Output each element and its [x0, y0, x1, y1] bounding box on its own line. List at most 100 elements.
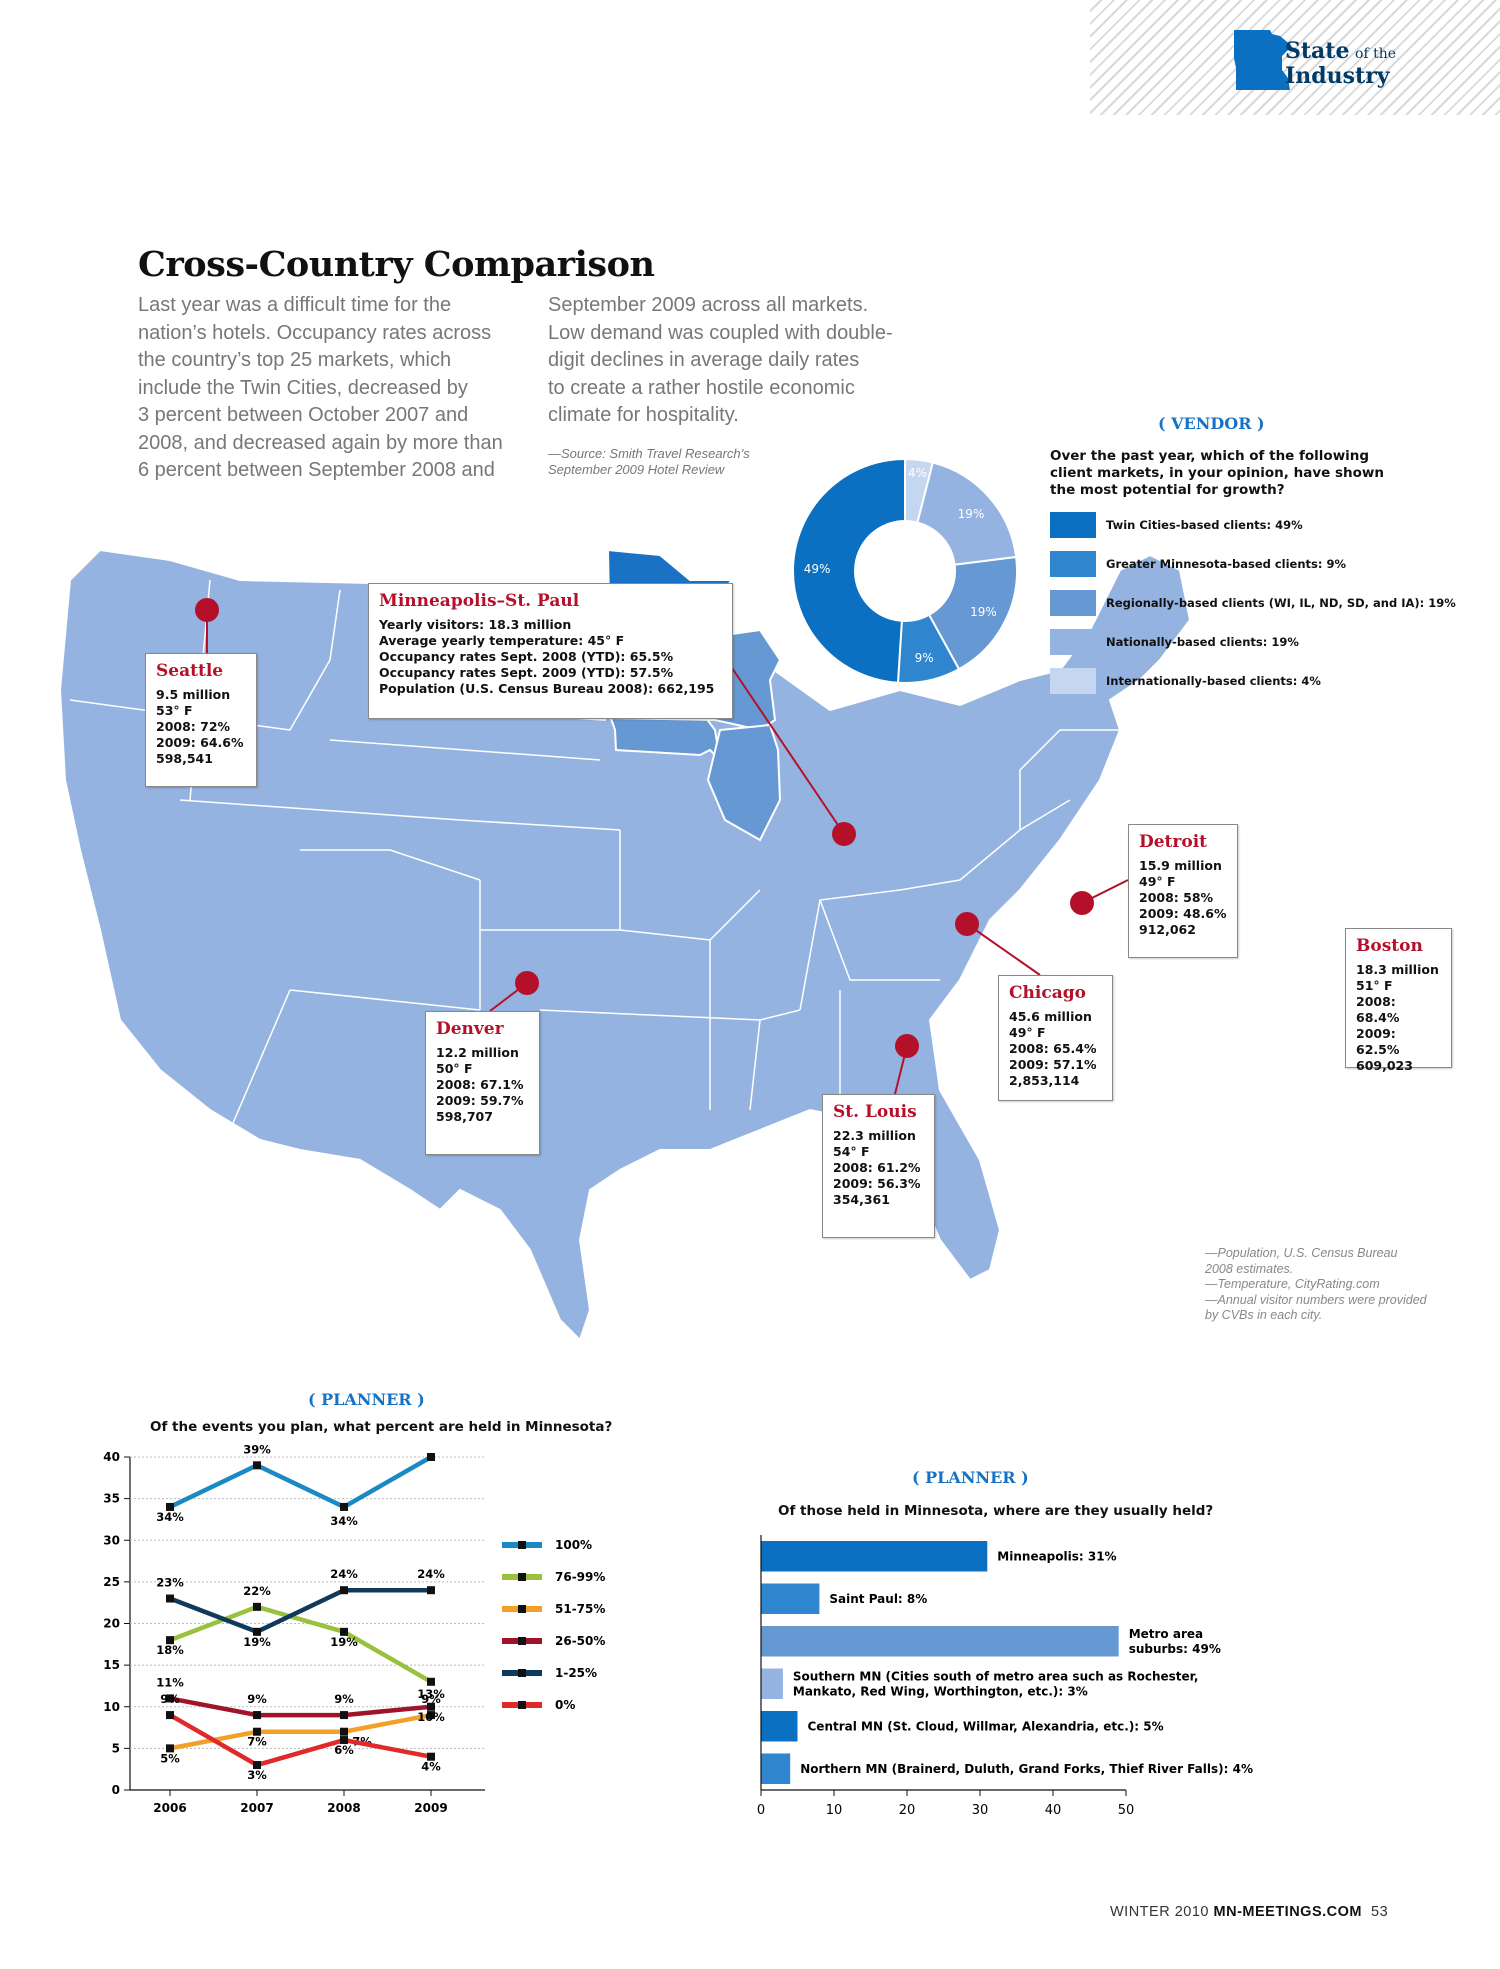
line-data-label: 23% [156, 1576, 184, 1590]
line-point [427, 1677, 435, 1686]
y-tick-label: 25 [103, 1575, 120, 1589]
line-point [340, 1711, 348, 1720]
line-point [166, 1694, 174, 1703]
city-stat: 2009: 64.6% [156, 735, 244, 750]
map-note-line: —Population, U.S. Census Bureau [1205, 1246, 1398, 1260]
city-name: Chicago [1009, 983, 1086, 1003]
city-stat: 912,062 [1139, 922, 1196, 937]
map-note-line: 2008 estimates. [1205, 1261, 1294, 1276]
x-tick-label: 10 [826, 1803, 843, 1818]
bar-0 [761, 1541, 988, 1572]
vendor-tag: ( VENDOR ) [1158, 414, 1265, 433]
donut-legend-item: Regionally-based clients (WI, IL, ND, SD… [1050, 590, 1456, 618]
line-series-1 [169, 1604, 433, 1684]
line-point [340, 1586, 348, 1595]
section-logo: State of the Industry [1285, 40, 1396, 87]
legend-label: Greater Minnesota-based clients: 9% [1106, 557, 1347, 571]
minnesota-location-bar-chart: Minneapolis: 31% Saint Paul: 8% Metro area… [757, 1535, 1253, 1818]
y-tick-label: 35 [103, 1492, 120, 1506]
city-marker-stlouis [895, 1034, 919, 1058]
city-stat: Yearly visitors: 18.3 million [379, 617, 572, 632]
donut-slice-label: 49% [804, 562, 831, 576]
line-point [340, 1627, 348, 1636]
x-tick-label: 2007 [240, 1801, 273, 1815]
city-stat: 2008: 58% [1139, 890, 1214, 905]
header-hatch-pattern [1090, 0, 1500, 115]
legend-label: Internationally-based clients: 4% [1106, 674, 1321, 688]
bar-5 [761, 1753, 791, 1784]
page-footer: WINTER 2010 MN-MEETINGS.COM 53 [1110, 1904, 1388, 1920]
line-point [166, 1502, 174, 1511]
line-point [166, 1594, 174, 1603]
intro-col1-line: 6 percent between September 2008 and [138, 459, 495, 481]
callout-leader-chicago [966, 923, 1041, 976]
intro-col2-line: digit declines in average daily rates [548, 349, 860, 371]
city-stat: 598,541 [156, 751, 213, 766]
city-stat: 53° F [156, 703, 193, 718]
line-point [427, 1702, 435, 1711]
city-callout-denver: Denver 12.2 million 50° F 2008: 67.1% 2009: … [425, 1011, 540, 1155]
line-data-label: 11% [156, 1675, 184, 1689]
city-marker-denver [515, 971, 539, 995]
bar-label: Southern MN (Cities south of metro area … [793, 1669, 1199, 1683]
city-stat: 9.5 million [156, 687, 231, 702]
y-tick-label: 30 [103, 1533, 120, 1547]
city-marker-chicago [955, 912, 979, 936]
y-tick-label: 20 [103, 1617, 120, 1631]
city-name: Seattle [156, 661, 224, 681]
city-marker-mpls [832, 822, 856, 846]
y-tick-label: 0 [112, 1783, 120, 1797]
bar-4 [761, 1711, 798, 1742]
bar-label: Northern MN (Brainerd, Duluth, Grand For… [800, 1762, 1253, 1776]
legend-label: 100% [555, 1538, 592, 1552]
city-name: Minneapolis–St. Paul [379, 591, 580, 611]
intro-col1-line: 2008, and decreased again by more than [138, 431, 503, 454]
line-data-label: 40% [417, 1445, 445, 1448]
legend-swatch [1050, 590, 1096, 616]
minnesota-events-line-chart: 0 5 10 15 20 25 30 35 40 2006 2007 2008 2009 34% 39% 34… [103, 1445, 605, 1815]
x-tick-label: 20 [899, 1803, 916, 1818]
line-data-label: 9% [421, 1692, 441, 1706]
legend-swatch [1050, 512, 1096, 538]
vendor-question-line: client markets, in your opinion, have sh… [1050, 465, 1384, 481]
source-line: —Source: Smith Travel Research’s [548, 446, 750, 461]
map-note-line: —Annual visitor numbers were provided [1205, 1292, 1427, 1307]
y-tick-label: 5 [112, 1741, 120, 1755]
city-stat: 54° F [833, 1144, 870, 1159]
city-stat: 2,853,114 [1009, 1073, 1080, 1088]
line-data-label: 5% [160, 1751, 180, 1765]
legend-marker [518, 1605, 526, 1613]
donut-legend-item: Nationally-based clients: 19% [1050, 629, 1450, 657]
legend-label: 1-25% [555, 1666, 597, 1680]
city-stat: 2008: 72% [156, 719, 231, 734]
bar-1 [761, 1583, 820, 1614]
legend-swatch [1050, 629, 1096, 655]
city-stat: 12.2 million [436, 1045, 519, 1060]
legend-label: 0% [555, 1698, 575, 1712]
line-data-label: 6% [334, 1743, 354, 1757]
bar-label: Mankato, Red Wing, Worthington, etc.): 3… [793, 1684, 1088, 1698]
city-stat: 2008: 61.2% [833, 1160, 921, 1175]
line-point [427, 1711, 435, 1720]
x-tick-label: 0 [757, 1803, 765, 1818]
callout-leader-mpls [729, 664, 845, 835]
donut-slice-2 [927, 555, 1018, 671]
line-point [253, 1761, 261, 1770]
line-data-label: 39% [243, 1445, 271, 1456]
line-point [253, 1461, 261, 1470]
line-series-5 [168, 1713, 432, 1768]
line-data-label: 7% [247, 1735, 267, 1749]
line-point [253, 1711, 261, 1720]
legend-marker [518, 1669, 526, 1677]
y-tick-label: 15 [103, 1658, 120, 1672]
x-tick-label: 50 [1118, 1803, 1135, 1818]
line-data-label: 19% [330, 1635, 358, 1649]
legend-marker [518, 1701, 526, 1709]
city-stat: 598,707 [436, 1109, 493, 1124]
city-stat: 2009: 62.5% [1356, 1026, 1400, 1057]
source-note: —Source: Smith Travel Research’s Septembe… [548, 446, 750, 478]
bar-label: Saint Paul: 8% [829, 1592, 927, 1606]
map-note-line: by CVBs in each city. [1205, 1308, 1323, 1322]
city-stat: Average yearly temperature: 45° F [379, 633, 625, 648]
x-tick-label: 2008 [327, 1801, 360, 1815]
